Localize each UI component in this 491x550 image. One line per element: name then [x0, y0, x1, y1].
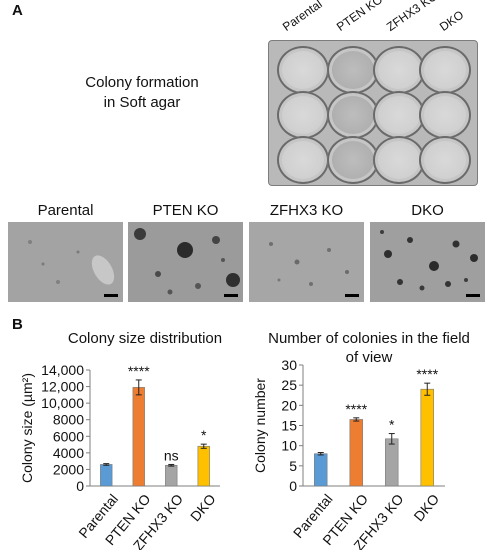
y-tick-label: 12,000 — [41, 379, 84, 395]
y-axis-label: Colony number — [252, 378, 268, 473]
well — [277, 136, 329, 184]
chart-2-title-line2: of view — [345, 349, 393, 366]
soft-agar-title-line2: in Soft agar — [103, 94, 181, 111]
scale-bar — [345, 294, 359, 297]
well — [277, 91, 329, 139]
significance-label: **** — [416, 366, 438, 382]
well — [419, 46, 471, 94]
significance-label: ns — [164, 447, 179, 463]
y-axis-label: Colony size (µm²) — [19, 373, 35, 483]
y-tick-label: 14,000 — [41, 362, 84, 378]
soft-agar-title: Colony formation in Soft agar — [52, 73, 232, 113]
micrograph-pten-ko — [128, 222, 243, 302]
y-tick-label: 25 — [281, 377, 297, 393]
well — [419, 136, 471, 184]
plate-column-label-pten-ko: PTEN KO — [333, 0, 386, 35]
bar — [420, 388, 434, 487]
bar — [197, 445, 210, 487]
micrograph-parental-texture — [28, 240, 115, 285]
plate-column-label-zfhx3-ko: ZFHX3 KO — [383, 0, 441, 35]
soft-agar-plate-image — [268, 40, 478, 186]
bar — [385, 438, 399, 487]
micrograph-dko — [370, 222, 485, 302]
bar — [314, 453, 328, 487]
y-tick-label: 20 — [281, 397, 297, 413]
y-tick-label: 5 — [289, 458, 297, 474]
significance-label: **** — [345, 401, 367, 417]
x-tick-label: DKO — [410, 491, 442, 525]
well — [373, 46, 425, 94]
well — [419, 91, 471, 139]
chart-1-title: Colony size distribution — [67, 330, 223, 347]
y-tick-label: 2000 — [53, 461, 84, 477]
scale-bar — [104, 294, 118, 297]
micrograph-label-zfhx3-ko: ZFHX3 KO — [269, 202, 344, 219]
well — [373, 136, 425, 184]
significance-label: * — [389, 417, 395, 433]
significance-label: **** — [128, 363, 150, 379]
x-tick-label: DKO — [187, 491, 219, 525]
soft-agar-title-line1: Colony formation — [85, 74, 199, 91]
panel-b-label: B — [12, 316, 23, 333]
y-tick-label: 30 — [281, 357, 297, 373]
y-tick-label: 6000 — [53, 428, 84, 444]
micrograph-zfhx3-ko-texture — [269, 242, 349, 286]
well — [373, 91, 425, 139]
y-tick-label: 8000 — [53, 412, 84, 428]
chart-2-title: Number of colonies in the field of view — [255, 329, 483, 367]
significance-label: * — [201, 427, 207, 443]
y-tick-label: 0 — [76, 478, 84, 494]
micrograph-label-dko: DKO — [411, 202, 444, 219]
y-tick-label: 0 — [289, 478, 297, 494]
micrograph-dko-texture — [380, 230, 478, 291]
scale-bar — [224, 294, 238, 297]
well — [327, 46, 379, 94]
scale-bar — [466, 294, 480, 297]
plate-column-label-parental: Parental — [279, 0, 325, 34]
panel-a-label: A — [12, 2, 23, 19]
y-tick-label: 15 — [281, 418, 297, 434]
bar — [349, 419, 363, 487]
well — [327, 136, 379, 184]
well — [327, 91, 379, 139]
micrograph-label-parental: Parental — [37, 202, 94, 219]
micrograph-zfhx3-ko — [249, 222, 364, 302]
y-tick-label: 4000 — [53, 445, 84, 461]
micrograph-pten-ko-texture — [134, 228, 240, 295]
y-tick-label: 10,000 — [41, 395, 84, 411]
micrograph-parental — [8, 222, 123, 302]
chart-2-title-line1: Number of colonies in the field — [268, 330, 470, 347]
well — [277, 46, 329, 94]
plate-column-label-dko: DKO — [436, 7, 467, 34]
bar — [132, 387, 145, 487]
micrograph-label-pten-ko: PTEN KO — [152, 202, 219, 219]
bar — [100, 464, 113, 487]
y-tick-label: 10 — [281, 438, 297, 454]
bar — [165, 464, 178, 487]
